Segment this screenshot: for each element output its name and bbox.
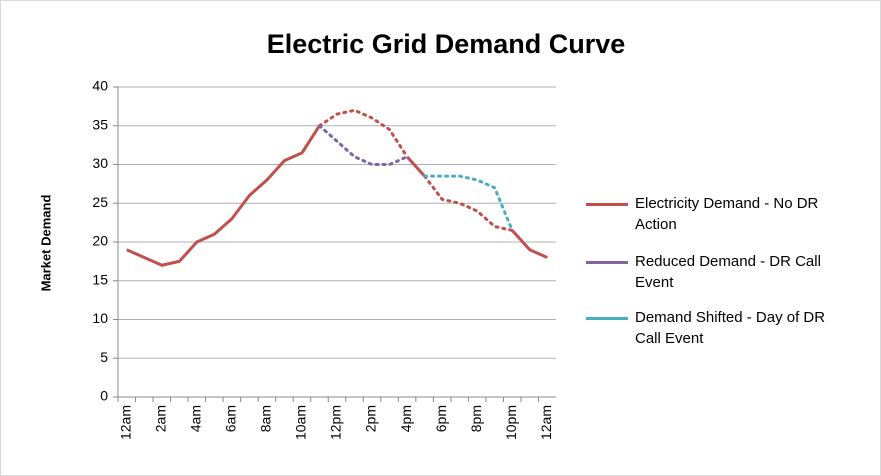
- line-series: [423, 174, 514, 232]
- y-tick-label: 15: [92, 271, 108, 287]
- x-tick-label: 12am: [117, 405, 133, 440]
- legend-label: Electricity Demand - No DR Action: [635, 195, 819, 233]
- legend-swatch: [586, 203, 628, 206]
- x-tick-label: 10pm: [503, 405, 519, 440]
- y-tick-label: 35: [92, 116, 108, 132]
- x-tick-label: 12pm: [328, 405, 344, 440]
- legend-label: Reduced Demand - DR Call Event: [635, 253, 821, 291]
- legend-item: Electricity Demand - No DR Action: [586, 193, 876, 235]
- x-tick-label: 4pm: [398, 405, 414, 432]
- line-series: [511, 229, 548, 259]
- legend-swatch: [586, 261, 628, 264]
- x-tick-label: 6am: [223, 405, 239, 432]
- y-axis-label: Market Demand: [38, 195, 53, 292]
- line-series: [405, 155, 426, 178]
- line-series: [126, 124, 321, 267]
- y-tick-label: 40: [92, 78, 108, 94]
- x-tick-label: 12am: [538, 405, 554, 440]
- legend-swatch: [586, 317, 628, 320]
- x-tick-label: 10am: [293, 405, 309, 440]
- x-tick-label: 2pm: [363, 405, 379, 432]
- x-tick-label: 8pm: [468, 405, 484, 432]
- x-tick-label: 2am: [153, 405, 169, 432]
- x-tick-label: 6pm: [433, 405, 449, 432]
- x-tick-label: 8am: [258, 405, 274, 432]
- line-series: [317, 124, 409, 166]
- x-tick-label: 4am: [188, 405, 204, 432]
- y-tick-label: 25: [92, 194, 108, 210]
- legend-item: Demand Shifted - Day of DR Call Event: [586, 307, 876, 349]
- legend-item: Reduced Demand - DR Call Event: [586, 251, 876, 293]
- y-tick-label: 20: [92, 233, 108, 249]
- line-series: [423, 174, 514, 232]
- y-tick-label: 10: [92, 310, 108, 326]
- y-tick-label: 0: [100, 388, 108, 404]
- line-series: [317, 108, 409, 159]
- y-tick-label: 5: [100, 349, 108, 365]
- y-tick-label: 30: [92, 155, 108, 171]
- chart-title: Electric Grid Demand Curve: [267, 29, 626, 59]
- legend-label: Demand Shifted - Day of DR Call Event: [635, 309, 826, 347]
